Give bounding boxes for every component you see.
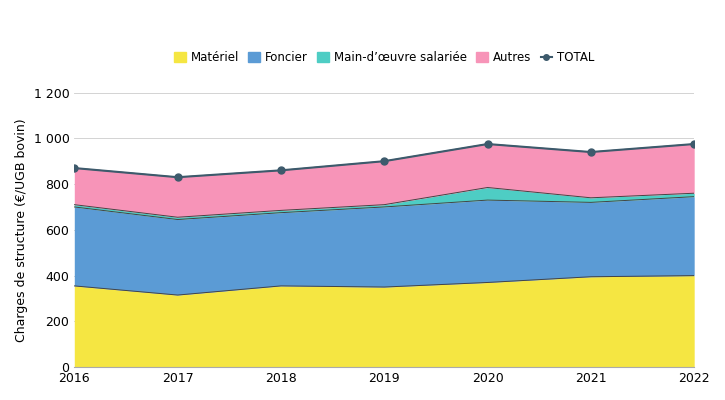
Y-axis label: Charges de structure (€/UGB bovin): Charges de structure (€/UGB bovin) (15, 118, 28, 342)
Legend: Matériel, Foncier, Main-d’œuvre salariée, Autres, TOTAL: Matériel, Foncier, Main-d’œuvre salariée… (172, 49, 597, 67)
